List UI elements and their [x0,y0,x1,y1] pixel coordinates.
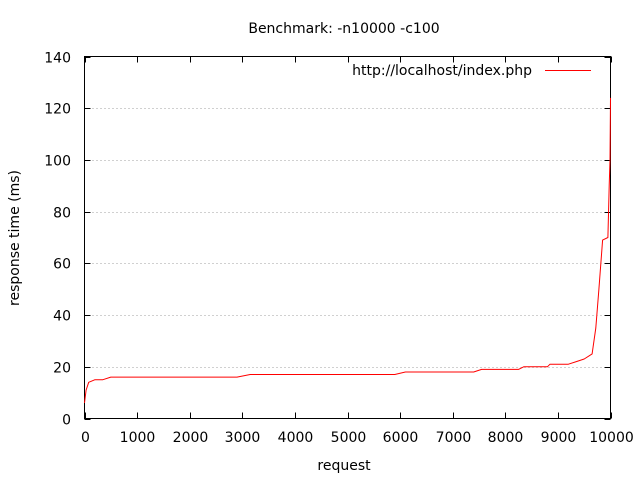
y-axis-label: response time (ms) [7,170,23,306]
y-tick-label: 80 [53,206,71,222]
x-tick-label: 4000 [278,430,314,446]
x-tick-labels: 0 1000 2000 3000 4000 5000 6000 7000 8000 9000 100… [81,430,634,446]
legend: http://localhost/index.php [352,63,591,79]
series-lines [84,97,611,404]
series-line [84,97,611,404]
y-tick-label: 40 [53,309,71,325]
y-tick-label: 120 [44,102,71,118]
x-tick-label: 2000 [173,430,209,446]
x-tick-label: 5000 [331,430,367,446]
axis-ticks [84,56,612,420]
x-tick-label: 0 [81,430,90,446]
x-axis-label: request [317,458,371,474]
y-tick-label: 60 [53,257,71,273]
plot-frame [84,56,611,419]
chart-title: Benchmark: -n10000 -c100 [248,21,439,37]
x-tick-label: 10000 [589,430,634,446]
x-tick-label: 3000 [225,430,261,446]
x-tick-label: 9000 [541,430,577,446]
y-tick-label: 140 [44,51,71,67]
x-tick-label: 6000 [383,430,419,446]
y-tick-label: 0 [62,413,71,429]
y-tick-label: 100 [44,154,71,170]
x-tick-label: 1000 [120,430,156,446]
gridlines [84,108,611,368]
x-tick-label: 7000 [436,430,472,446]
x-tick-label: 8000 [488,430,524,446]
legend-label: http://localhost/index.php [352,63,532,79]
y-tick-labels: 0 20 40 60 80 100 120 140 [44,51,71,429]
y-tick-label: 20 [53,361,71,377]
